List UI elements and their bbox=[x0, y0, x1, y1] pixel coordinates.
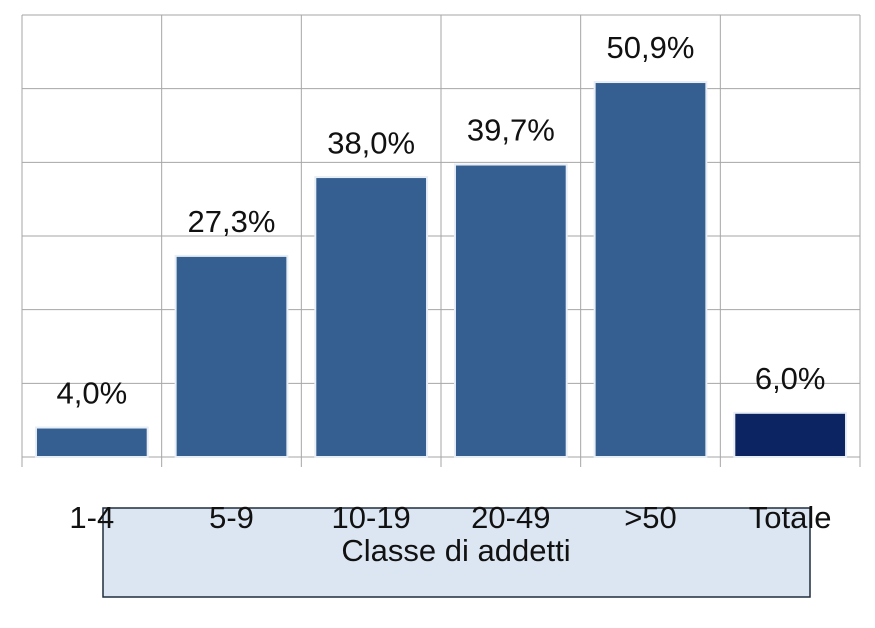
bar bbox=[733, 411, 848, 458]
data-label: 4,0% bbox=[56, 376, 127, 411]
x-tick-label: 10-19 bbox=[332, 500, 411, 535]
data-label: 6,0% bbox=[755, 361, 826, 396]
bar bbox=[314, 176, 429, 458]
bar bbox=[593, 81, 708, 459]
data-label: 27,3% bbox=[188, 204, 276, 239]
data-label: 39,7% bbox=[467, 113, 555, 148]
bar bbox=[453, 163, 568, 458]
x-tick-label: >50 bbox=[624, 500, 677, 535]
bar bbox=[34, 426, 149, 458]
bar bbox=[174, 254, 289, 458]
x-axis-title-box bbox=[102, 507, 811, 598]
x-axis-title: Classe di addetti bbox=[341, 533, 570, 568]
x-tick-label: 20-49 bbox=[471, 500, 550, 535]
data-label: 50,9% bbox=[607, 30, 695, 65]
data-label: 38,0% bbox=[327, 125, 415, 160]
x-tick-label: 1-4 bbox=[69, 500, 114, 535]
x-tick-label: 5-9 bbox=[209, 500, 254, 535]
x-tick-label: Totale bbox=[749, 500, 832, 535]
